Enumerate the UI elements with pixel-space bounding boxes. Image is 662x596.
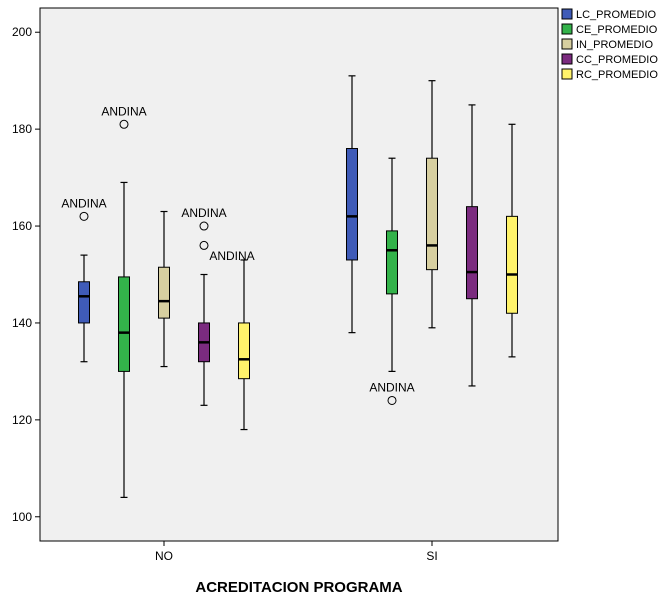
legend-item-rc-promedio: RC_PROMEDIO [561, 68, 658, 81]
box-in-promedio-si [426, 80, 438, 329]
box-iqr [78, 281, 90, 324]
x-tick-label: SI [426, 549, 437, 563]
y-tick-label: 160 [12, 219, 32, 233]
box-iqr [386, 230, 398, 295]
legend: LC_PROMEDIO CE_PROMEDIO IN_PROMEDIO CC_PROM… [561, 8, 658, 81]
outlier-point [199, 221, 209, 231]
box-iqr [346, 148, 358, 261]
outlier-point [199, 240, 209, 250]
legend-swatch [561, 53, 573, 65]
box-iqr [118, 276, 130, 372]
legend-item-ce-promedio: CE_PROMEDIO [561, 23, 658, 36]
outlier-label: ANDINA [181, 206, 226, 220]
outlier-label: ANDINA [101, 104, 146, 118]
box-lc-promedio-no: ANDINA [61, 196, 107, 363]
legend-swatch [561, 23, 573, 35]
legend-swatch [561, 8, 573, 20]
legend-swatch [561, 68, 573, 80]
outlier-label: ANDINA [209, 249, 254, 263]
plot-background [39, 7, 559, 542]
box-lc-promedio-si [346, 75, 358, 334]
y-tick-label: 120 [12, 413, 32, 427]
y-tick-label: 100 [12, 510, 32, 524]
box-in-promedio-no [158, 210, 170, 368]
legend-item-lc-promedio: LC_PROMEDIO [561, 8, 657, 21]
box-series-group: ANDINA ANDINA ANDINA ANDINA ANDINA [61, 75, 518, 498]
box-cc-promedio-no: ANDINA [181, 206, 227, 406]
outlier-point [79, 211, 89, 221]
legend-item-in-promedio: IN_PROMEDIO [561, 38, 653, 51]
box-ce-promedio-si: ANDINA [369, 157, 415, 405]
box-ce-promedio-no: ANDINA [101, 104, 147, 498]
x-tick-label: NO [155, 549, 173, 563]
box-iqr [426, 157, 438, 271]
y-tick-label: 180 [12, 122, 32, 136]
box-iqr [466, 206, 478, 300]
legend-label: CE_PROMEDIO [576, 24, 658, 36]
box-cc-promedio-si [466, 104, 478, 387]
y-tick-label: 200 [12, 25, 32, 39]
y-axis: 100 120 140 160 180 200 [12, 25, 40, 524]
x-axis-label: ACREDITACION PROGRAMA [195, 579, 402, 596]
legend-item-cc-promedio: CC_PROMEDIO [561, 53, 658, 66]
legend-label: CC_PROMEDIO [576, 54, 658, 66]
box-iqr [238, 322, 250, 380]
box-iqr [158, 266, 170, 319]
y-tick-label: 140 [12, 316, 32, 330]
outlier-point [387, 395, 397, 405]
legend-label: RC_PROMEDIO [576, 69, 658, 81]
x-axis: NO SI [155, 541, 438, 563]
outlier-label: ANDINA [369, 380, 414, 394]
outlier-point [119, 119, 129, 129]
legend-label: LC_PROMEDIO [576, 9, 657, 21]
box-iqr [506, 215, 518, 314]
box-rc-promedio-si [506, 123, 518, 358]
outlier-label: ANDINA [61, 196, 106, 210]
box-rc-promedio-no [238, 259, 250, 431]
legend-swatch [561, 38, 573, 50]
legend-label: IN_PROMEDIO [576, 39, 653, 51]
